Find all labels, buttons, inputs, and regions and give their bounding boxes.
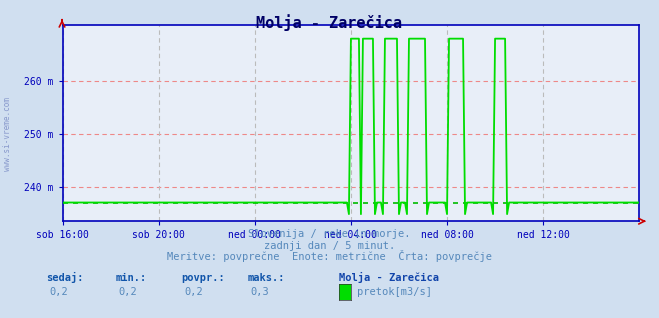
Text: Molja - Zarečica: Molja - Zarečica bbox=[256, 14, 403, 31]
Text: www.si-vreme.com: www.si-vreme.com bbox=[3, 97, 13, 170]
Text: maks.:: maks.: bbox=[247, 273, 285, 283]
Text: Slovenija / reke in morje.: Slovenija / reke in morje. bbox=[248, 229, 411, 239]
Text: 0,2: 0,2 bbox=[185, 287, 203, 297]
Text: 0,2: 0,2 bbox=[119, 287, 137, 297]
Text: sedaj:: sedaj: bbox=[46, 273, 84, 283]
Text: 0,2: 0,2 bbox=[49, 287, 68, 297]
Text: zadnji dan / 5 minut.: zadnji dan / 5 minut. bbox=[264, 241, 395, 251]
Text: Molja - Zarečica: Molja - Zarečica bbox=[339, 273, 440, 283]
Text: pretok[m3/s]: pretok[m3/s] bbox=[357, 287, 432, 297]
Text: Meritve: povprečne  Enote: metrične  Črta: povprečje: Meritve: povprečne Enote: metrične Črta:… bbox=[167, 250, 492, 262]
Text: povpr.:: povpr.: bbox=[181, 273, 225, 283]
Text: 0,3: 0,3 bbox=[250, 287, 269, 297]
Text: min.:: min.: bbox=[115, 273, 146, 283]
